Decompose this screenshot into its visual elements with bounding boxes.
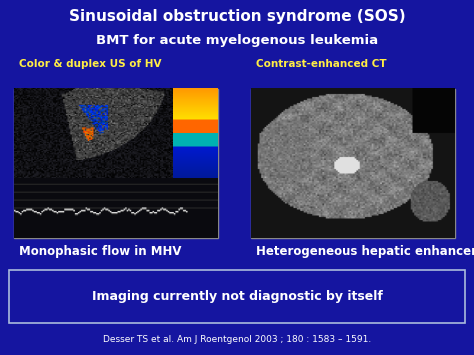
FancyBboxPatch shape: [9, 270, 465, 323]
Bar: [14, 89, 218, 238]
Bar: [251, 89, 455, 238]
Text: BMT for acute myelogenous leukemia: BMT for acute myelogenous leukemia: [96, 34, 378, 47]
Text: Contrast-enhanced CT: Contrast-enhanced CT: [256, 59, 387, 69]
Text: Sinusoidal obstruction syndrome (SOS): Sinusoidal obstruction syndrome (SOS): [69, 9, 405, 24]
Text: Color & duplex US of HV: Color & duplex US of HV: [19, 59, 162, 69]
Text: Monophasic flow in MHV: Monophasic flow in MHV: [19, 245, 182, 258]
Text: Heterogeneous hepatic enhancement: Heterogeneous hepatic enhancement: [256, 245, 474, 258]
Text: Desser TS et al. Am J Roentgenol 2003 ; 180 : 1583 – 1591.: Desser TS et al. Am J Roentgenol 2003 ; …: [103, 335, 371, 344]
Text: Imaging currently not diagnostic by itself: Imaging currently not diagnostic by itse…: [91, 290, 383, 303]
